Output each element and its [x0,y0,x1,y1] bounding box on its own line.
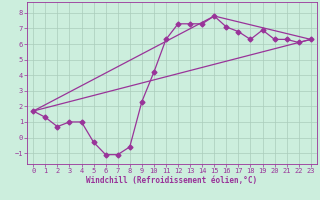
X-axis label: Windchill (Refroidissement éolien,°C): Windchill (Refroidissement éolien,°C) [86,176,258,185]
